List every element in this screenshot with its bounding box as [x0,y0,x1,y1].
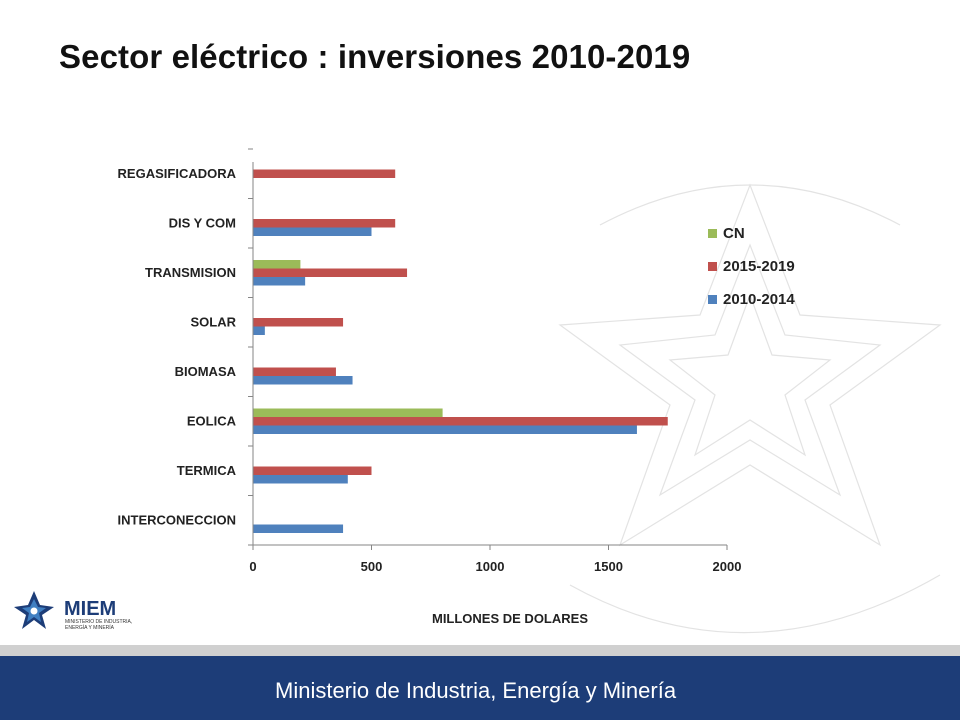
x-tick-label: 500 [361,559,383,574]
footer-bar [0,656,960,720]
slide-title: Sector eléctrico : inversiones 2010-2019 [59,38,691,75]
bar-chart: 0 500 1000 1500 2000 INTERCONECCION TERMICA EO… [118,148,795,626]
category-label: EOLICA [187,413,237,428]
bar-2015-2019-dis-y-com [253,219,396,228]
x-tick-label: 1500 [594,559,623,574]
bar-2010-2014-termica [253,475,348,484]
category-label: SOLAR [191,314,237,329]
background-star-pattern [558,183,942,634]
footer-divider [0,645,960,656]
bar-2015-2019-eolica [253,417,668,426]
x-axis-title: MILLONES DE DOLARES [432,611,588,626]
logo-subtitle-1: MINISTERIO DE INDUSTRIA, [65,619,132,625]
legend-swatch [708,229,717,238]
legend-label: 2010-2014 [723,291,795,308]
x-tick-label: 1000 [476,559,505,574]
category-label: TERMICA [177,463,237,478]
x-tick-label: 2000 [713,559,742,574]
bar-2015-2019-regasificadora [253,169,396,178]
legend-swatch [708,262,717,271]
legend-swatch [708,295,717,304]
category-label: BIOMASA [175,364,237,379]
bar-2015-2019-biomasa [253,367,336,376]
category-label: TRANSMISION [145,265,236,280]
category-label: DIS Y COM [169,215,236,230]
logo-name: MIEM [64,598,116,620]
logo-subtitle-2: ENERGÍA Y MINERÍA [65,624,115,631]
legend-label: 2015-2019 [723,258,795,275]
bar-cn-eolica [253,408,443,417]
ticks-layer: 0 500 1000 1500 2000 [248,148,742,574]
bars-layer [253,169,668,533]
category-labels-layer: INTERCONECCION TERMICA EOLICA BIOMASA SOLAR T… [118,166,237,528]
bar-2010-2014-eolica [253,425,637,434]
category-label: INTERCONECCION [118,512,236,527]
legend: CN 2015-2019 2010-2014 [708,225,795,308]
bar-2010-2014-solar [253,326,265,335]
miem-logo: MIEM MINISTERIO DE INDUSTRIA, ENERGÍA Y … [14,591,132,631]
bar-2010-2014-transmision [253,277,306,286]
bar-2015-2019-solar [253,318,344,327]
bar-2010-2014-biomasa [253,376,353,385]
legend-label: CN [723,225,745,242]
bar-2015-2019-termica [253,466,372,475]
bar-2010-2014-dis-y-com [253,227,372,236]
footer-text: Ministerio de Industria, Energía y Miner… [275,678,677,703]
miem-star-icon [14,591,54,629]
bar-cn-transmision [253,260,301,269]
x-tick-label: 0 [249,559,256,574]
category-label: REGASIFICADORA [118,166,237,181]
bar-2015-2019-transmision [253,268,408,277]
bar-2010-2014-interconeccion [253,524,344,533]
